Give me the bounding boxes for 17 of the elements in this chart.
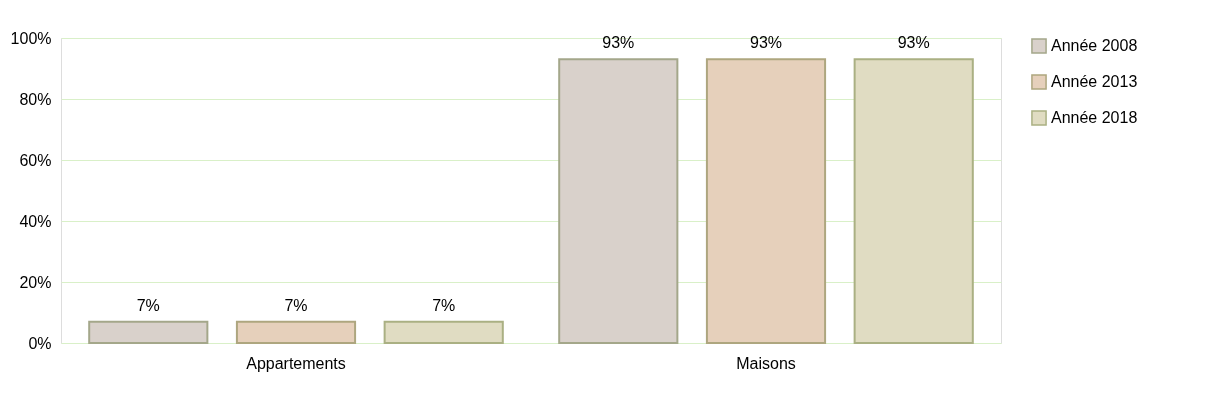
y-tick-label: 60% bbox=[19, 151, 52, 169]
data-label: 7% bbox=[284, 296, 308, 314]
data-label: 93% bbox=[749, 34, 783, 52]
data-label: 7% bbox=[432, 296, 456, 314]
y-tick-label: 80% bbox=[19, 90, 52, 108]
legend-label: Année 2018 bbox=[1051, 109, 1138, 126]
y-tick-label: 20% bbox=[19, 273, 52, 291]
x-tick-label: Appartements bbox=[246, 354, 346, 372]
y-tick-label: 40% bbox=[19, 212, 52, 230]
y-tick-label: 100% bbox=[10, 29, 52, 47]
x-tick-label: Maisons bbox=[736, 354, 796, 372]
data-label: 93% bbox=[897, 34, 930, 52]
y-tick-label: 0% bbox=[28, 334, 52, 352]
data-label: 93% bbox=[602, 34, 635, 52]
data-label: 7% bbox=[136, 296, 160, 314]
legend-label: Année 2013 bbox=[1051, 73, 1138, 90]
legend-label: Année 2008 bbox=[1051, 37, 1138, 54]
